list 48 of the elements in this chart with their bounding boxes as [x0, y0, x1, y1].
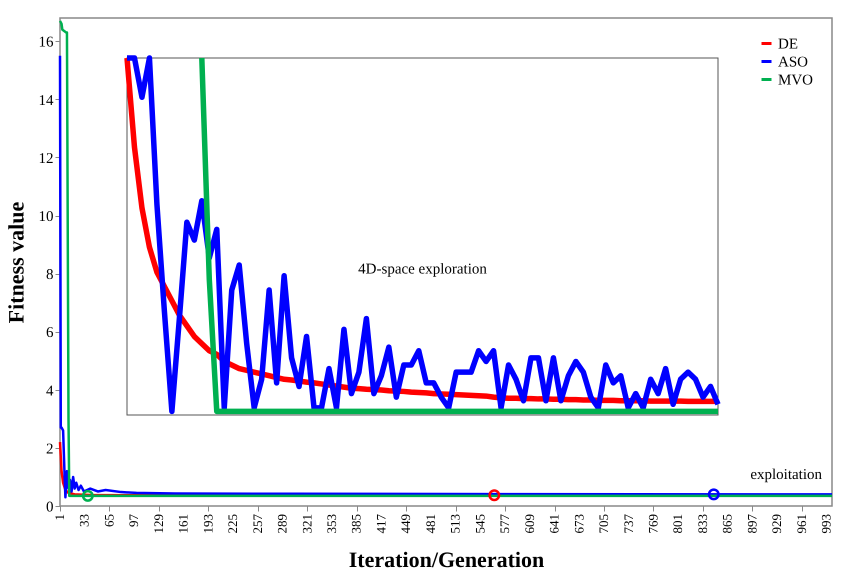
- y-tick-label: 4: [46, 383, 54, 400]
- y-tick-label: 16: [38, 34, 54, 51]
- x-tick-label: 1: [52, 514, 67, 520]
- x-tick-label: 449: [398, 514, 414, 534]
- x-tick-label: 417: [373, 514, 388, 534]
- y-tick-label: 6: [46, 325, 54, 342]
- y-tick-label: 0: [46, 500, 54, 516]
- x-tick-label: 929: [769, 514, 784, 534]
- annotation: 4D-space exploration: [358, 262, 488, 278]
- x-tick-label: 833: [694, 514, 710, 534]
- x-tick-label: 577: [497, 514, 512, 534]
- x-tick-label: 641: [546, 514, 562, 534]
- y-axis-title: Fitness value: [4, 201, 28, 324]
- x-tick-label: 97: [126, 514, 142, 527]
- x-tick-label: 321: [299, 514, 314, 534]
- x-tick-label: 193: [200, 514, 216, 534]
- y-tick-label: 12: [38, 150, 54, 167]
- x-tick-label: 801: [670, 514, 686, 534]
- x-tick-label: 865: [720, 514, 735, 534]
- x-tick-label: 961: [794, 514, 809, 534]
- x-tick-label: 673: [571, 514, 586, 534]
- x-tick-label: 705: [596, 514, 612, 534]
- annotation: exploitation: [750, 467, 822, 483]
- x-tick-label: 257: [250, 514, 265, 534]
- y-tick-label: 8: [46, 267, 54, 284]
- x-tick-label: 545: [472, 514, 488, 534]
- legend-label: MVO: [778, 72, 814, 88]
- x-tick-label: 609: [522, 514, 537, 534]
- legend-label: ASO: [778, 54, 808, 70]
- x-tick-label: 897: [744, 514, 760, 534]
- x-tick-label: 129: [150, 514, 166, 534]
- x-tick-label: 513: [448, 514, 463, 534]
- y-tick-label: 14: [38, 92, 54, 109]
- x-tick-label: 737: [620, 514, 636, 534]
- y-tick-label: 10: [38, 209, 54, 226]
- x-tick-label: 993: [818, 514, 834, 534]
- x-axis-title: Iteration/Generation: [348, 547, 544, 572]
- x-tick-label: 225: [225, 514, 240, 534]
- x-tick-label: 481: [422, 514, 438, 534]
- x-tick-label: 353: [324, 514, 340, 534]
- y-tick-label: 2: [46, 441, 54, 458]
- x-tick-label: 385: [348, 514, 364, 534]
- x-tick-label: 161: [176, 514, 191, 534]
- x-tick-label: 65: [101, 514, 116, 527]
- x-tick-label: 769: [645, 514, 660, 534]
- x-tick-label: 289: [274, 514, 290, 534]
- x-tick-label: 33: [76, 514, 92, 527]
- legend-label: DE: [778, 36, 798, 52]
